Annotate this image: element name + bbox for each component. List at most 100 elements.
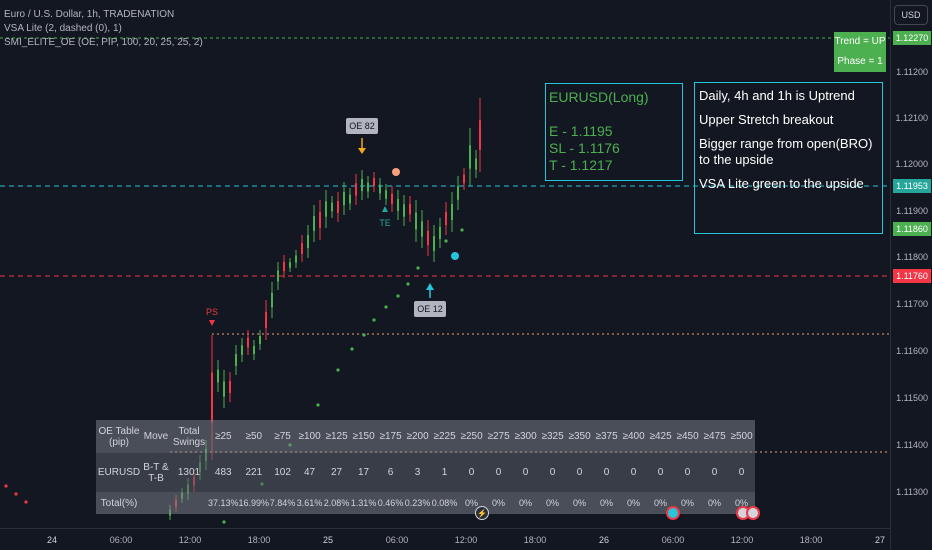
chart-area[interactable]: PS TE Euro / U.S. Dollar, 1h, TRADENATIO… [0,0,890,528]
price-label: 1.11200 [896,67,928,77]
flag-icon[interactable] [746,506,760,520]
candle-body [265,312,267,328]
setup-entry: E - 1.1195 [549,123,613,139]
notes-box[interactable]: Daily, 4h and 1h is Uptrend Upper Stretc… [694,82,883,234]
note-item: Bigger range from open(BRO) to the upsid… [699,136,873,167]
oe-header-cell: ≥25 [208,420,239,453]
candle-body [391,193,393,205]
candle-body [217,369,219,383]
oe-data-cell: 1 [431,453,459,492]
candle-body [349,194,351,204]
candle-body [253,346,255,354]
te-arrow-icon [382,206,388,212]
oe-pct-cell: 0% [674,492,702,514]
oe-data-cell: 0 [674,453,702,492]
oe-pct-cell: 1.31% [350,492,378,514]
oe-header-cell: ≥50 [238,420,270,453]
oe-header-cell: ≥300 [512,420,540,453]
setup-box[interactable]: EURUSD(Long) E - 1.1195 SL - 1.1176 T - … [545,83,683,181]
oe-data-cell: 47 [296,453,324,492]
oe-top-marker: OE 82 [346,118,378,134]
candle-body [223,381,225,397]
candle-body [355,183,357,196]
time-label: 18:00 [799,535,823,545]
price-label: 1.11600 [896,346,928,356]
orange-dot [392,168,400,176]
oe-pct-cell: 16.99% [238,492,270,514]
oe-pct-cell: Total(%) [96,492,142,514]
stretch-dot [444,239,448,243]
stretch-dot [362,333,366,337]
oe-pct-cell: 0.08% [431,492,459,514]
oe-header-cell: ≥500 [728,420,756,453]
trend-label: Trend = UP [834,36,886,47]
oe-header-cell: ≥225 [431,420,459,453]
oe-bottom-marker: OE 12 [414,301,446,317]
candle-body [385,190,387,199]
oe-header-cell: ≥150 [350,420,378,453]
oe-pct-cell: 0% [701,492,729,514]
oe-data-cell: 0 [566,453,594,492]
stretch-dot [316,403,320,407]
price-axis[interactable]: USD 1.12100 1.12000 1.11900 1.11800 1.11… [890,0,932,550]
stretch-dot [416,266,420,270]
oe-pct-cell: 37.13% [208,492,239,514]
setup-stop: SL - 1.1176 [549,140,620,156]
oe-data-cell: 102 [269,453,297,492]
oe-header-cell: ≥125 [323,420,351,453]
indicator-vsa[interactable]: VSA Lite (2, dashed (0), 1) [4,23,122,34]
oe-header-cell: Total Swings [170,420,208,453]
price-tag-stop: 1.11760 [893,269,931,283]
candle-body [337,201,339,213]
stretch-dot [350,347,354,351]
note-item: VSA Lite green to the upside [699,176,864,191]
oe-data-cell: 0 [539,453,567,492]
time-axis[interactable]: 24 06:00 12:00 18:00 25 06:00 12:00 18:0… [0,528,890,550]
candle-body [259,336,261,344]
candle-body [331,202,333,212]
candle-body [301,243,303,254]
setup-title: EURUSD(Long) [549,89,649,105]
oe-pct-cell: 0% [620,492,648,514]
oe-pct-cell: 0% [485,492,513,514]
oe-header-cell: ≥475 [701,420,729,453]
lightning-icon[interactable]: ⚡ [475,506,489,520]
note-item: Daily, 4h and 1h is Uptrend [699,88,855,103]
candle-body [289,262,291,268]
time-label: 06:00 [385,535,409,545]
oe-bottom-arrow-icon [426,283,434,290]
indicator-smi[interactable]: SMI_ELITE_OE (OE, PIP, 100, 20, 25, 25, … [4,37,203,48]
setup-target: T - 1.1217 [549,157,613,173]
oe-header-cell: ≥325 [539,420,567,453]
oe-header-cell: ≥425 [647,420,675,453]
candle-body [367,182,369,192]
oe-data-cell: EURUSD [96,453,142,492]
chart-legend: Euro / U.S. Dollar, 1h, TRADENATION VSA … [4,8,203,50]
oe-data-cell: 27 [323,453,351,492]
event-icon[interactable] [666,506,680,520]
candle-body [325,201,327,217]
candle-body [373,178,375,186]
oe-table-header-row: OE Table (pip) Move Total Swings ≥25 ≥50 ≥75 ≥… [96,420,756,453]
candle-body [451,204,453,220]
candle-body [415,212,417,230]
candle-body [409,203,411,215]
time-label: 25 [322,535,334,545]
symbol-title[interactable]: Euro / U.S. Dollar, 1h, TRADENATION [4,9,175,20]
oe-pct-cell: 7.84% [269,492,297,514]
oe-header-cell: ≥450 [674,420,702,453]
stretch-dot [406,282,410,286]
oe-header-cell: ≥400 [620,420,648,453]
oe-pct-cell: 0% [512,492,540,514]
oe-data-cell: 1301 [170,453,208,492]
currency-button[interactable]: USD [894,5,928,25]
oe-header-cell: ≥350 [566,420,594,453]
oe-pct-cell: 0% [539,492,567,514]
time-label: 18:00 [247,535,271,545]
price-tag-entry: 1.11953 [893,179,931,193]
price-label: 1.11800 [896,252,928,262]
oe-data-cell: 6 [377,453,405,492]
oe-pct-cell: 3.61% [296,492,324,514]
time-label: 24 [46,535,58,545]
oe-data-cell: 0 [593,453,621,492]
